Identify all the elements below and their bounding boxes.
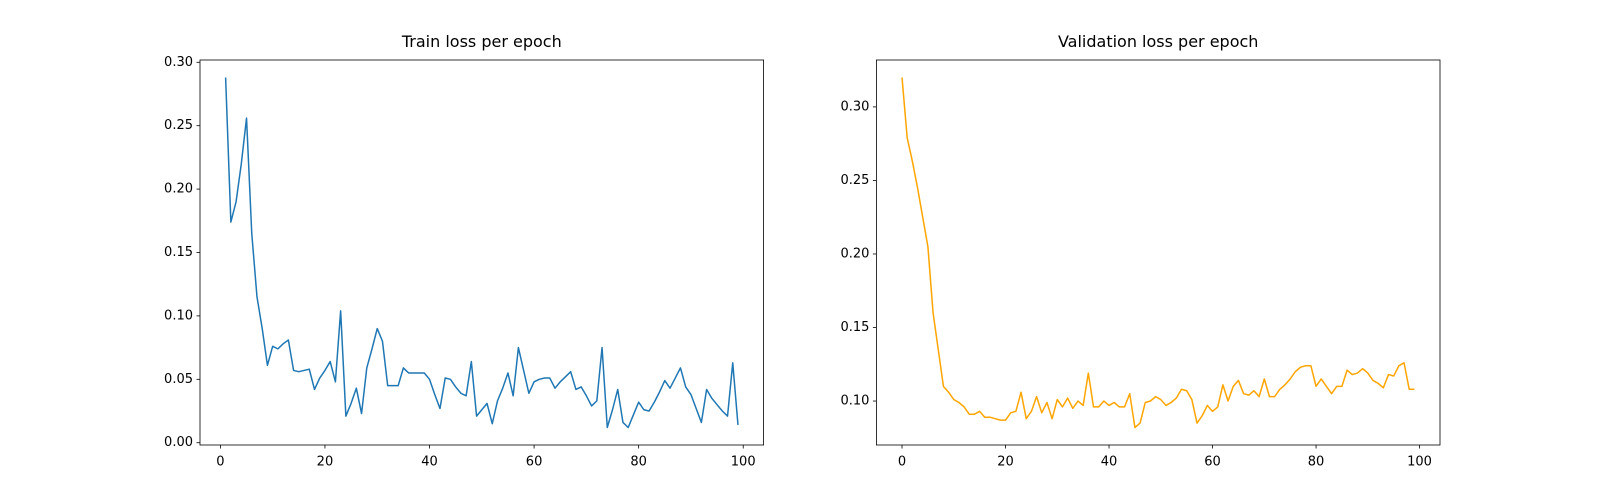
y-tick-label: 0.30 bbox=[164, 55, 193, 70]
x-tick-label: 40 bbox=[421, 455, 438, 470]
x-tick-label: 100 bbox=[731, 455, 756, 470]
x-tick-label: 60 bbox=[526, 455, 543, 470]
y-tick-label: 0.05 bbox=[164, 372, 193, 387]
chart-title: Validation loss per epoch bbox=[1058, 32, 1258, 51]
x-tick-label: 0 bbox=[216, 455, 224, 470]
y-tick-label: 0.30 bbox=[840, 99, 869, 114]
y-tick-label: 0.10 bbox=[164, 308, 193, 323]
y-tick-label: 0.00 bbox=[164, 435, 193, 450]
y-tick-label: 0.20 bbox=[840, 246, 869, 261]
axes-frame bbox=[199, 59, 764, 446]
x-tick-label: 40 bbox=[1101, 455, 1118, 470]
axes-frame bbox=[876, 59, 1441, 446]
chart-title: Train loss per epoch bbox=[401, 32, 562, 51]
x-tick-label: 60 bbox=[1204, 455, 1221, 470]
x-tick-label: 0 bbox=[898, 455, 906, 470]
x-tick-label: 80 bbox=[630, 455, 647, 470]
y-tick-label: 0.25 bbox=[840, 173, 869, 188]
y-tick-label: 0.20 bbox=[164, 182, 193, 197]
y-tick-label: 0.10 bbox=[840, 394, 869, 409]
loss-line bbox=[224, 77, 739, 429]
y-tick-label: 0.15 bbox=[164, 245, 193, 260]
x-tick-label: 20 bbox=[997, 455, 1014, 470]
x-tick-label: 100 bbox=[1407, 455, 1432, 470]
y-tick-label: 0.15 bbox=[840, 320, 869, 335]
y-tick-label: 0.25 bbox=[164, 118, 193, 133]
loss-line bbox=[901, 77, 1415, 429]
x-tick-label: 20 bbox=[317, 455, 334, 470]
x-tick-label: 80 bbox=[1308, 455, 1325, 470]
